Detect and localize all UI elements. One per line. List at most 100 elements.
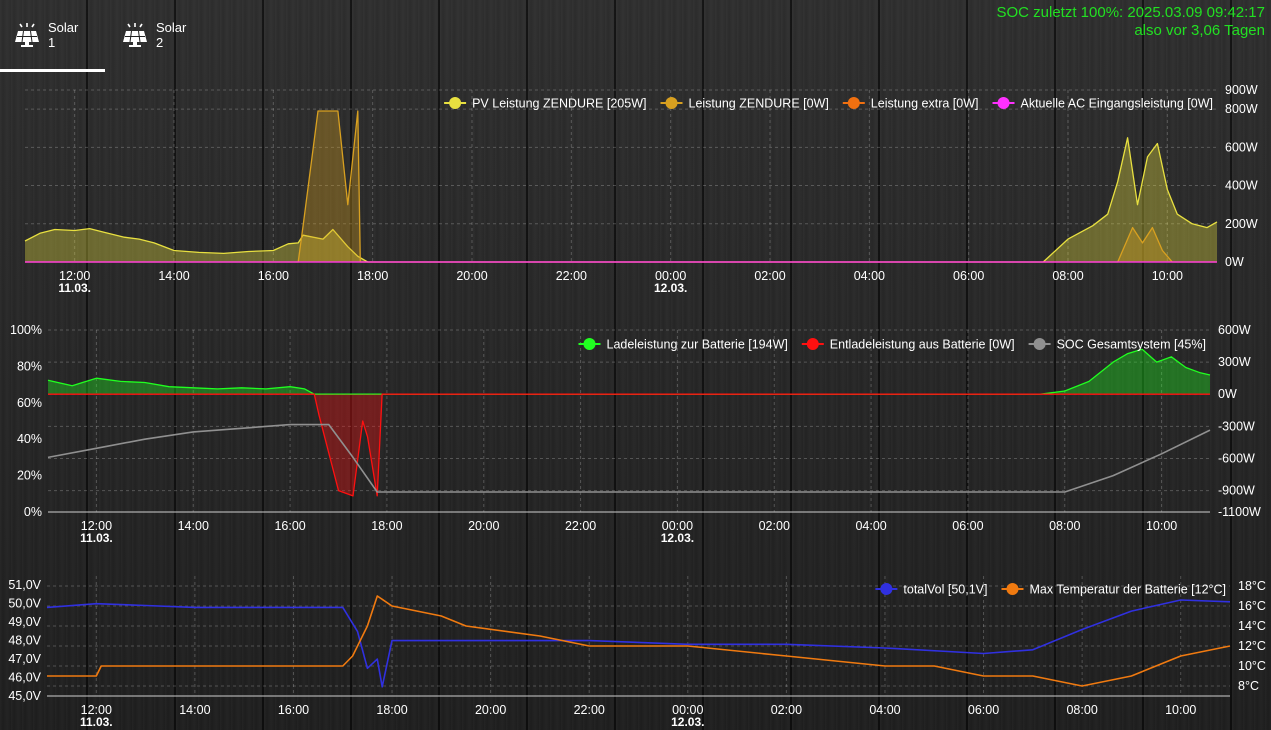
y-right-tick-label: 10°C — [1238, 659, 1266, 673]
y-right-tick-label: 600W — [1225, 140, 1258, 154]
tab-label: Solar 2 — [156, 20, 187, 50]
y-right-tick-label: 8°C — [1238, 679, 1259, 693]
legend-label: totalVol [50,1V] — [903, 583, 987, 597]
y-right-tick-label: 600W — [1218, 323, 1251, 337]
legend-swatch-dot — [449, 97, 462, 109]
legend-swatch-dot — [880, 583, 893, 595]
legend: totalVol [50,1V] Max Temperatur der Batte… — [875, 583, 1226, 597]
y-left-tick-label: 20% — [17, 469, 42, 483]
grid — [48, 329, 1210, 513]
grid — [47, 576, 1230, 696]
tab-solar-2[interactable]: Solar 2 — [122, 18, 186, 52]
legend-swatch-dot — [665, 97, 678, 109]
soc-status-line-2: also vor 3,06 Tagen — [1134, 22, 1265, 39]
legend-label: Entladeleistung aus Batterie [0W] — [830, 338, 1015, 352]
soc-status: SOC zuletzt 100%: 2025.03.09 09:42:17 al… — [996, 4, 1265, 40]
x-tick-label: 04:00 — [854, 269, 885, 283]
x-tick-label: 22:00 — [565, 519, 596, 533]
solar-panel-icon — [122, 23, 148, 47]
y-left-tick-label: 48,0V — [8, 634, 41, 648]
legend-label: Ladeleistung zur Batterie [194W] — [607, 338, 788, 352]
x-tick-label: 06:00 — [968, 703, 999, 717]
y-left-tick-label: 50,0V — [8, 597, 41, 611]
legend-label: Aktuelle AC Eingangsleistung [0W] — [1021, 97, 1213, 111]
active-tab-indicator — [0, 69, 105, 72]
series-line-2 — [47, 423, 1211, 493]
series-line-1 — [48, 393, 1210, 497]
series-area-0 — [25, 137, 1217, 262]
x-tick-date: 11.03. — [58, 281, 91, 295]
y-left-tick-label: 60% — [17, 396, 42, 410]
x-tick-label: 08:00 — [1066, 703, 1097, 717]
x-tick-label: 06:00 — [953, 269, 984, 283]
y-right-tick-label: -600W — [1218, 451, 1255, 465]
legend-item: PV Leistung ZENDURE [205W] — [444, 97, 646, 111]
x-tick-label: 16:00 — [278, 703, 309, 717]
legend: PV Leistung ZENDURE [205W] Leistung ZENDU… — [444, 97, 1213, 111]
grid — [25, 89, 1217, 263]
tab-solar-1[interactable]: Solar 1 — [14, 18, 78, 52]
legend-label: Leistung extra [0W] — [871, 97, 979, 111]
y-right-tick-label: 0W — [1218, 387, 1237, 401]
tab-label: Solar 1 — [48, 20, 79, 50]
y-right-tick-label: -300W — [1218, 419, 1255, 433]
x-tick-date: 12.03. — [661, 531, 694, 545]
y-left-tick-label: 100% — [10, 323, 42, 337]
series-line-0 — [24, 137, 1218, 263]
x-tick-label: 22:00 — [556, 269, 587, 283]
x-tick-label: 00:00 — [662, 519, 693, 533]
series-area-0 — [48, 349, 1210, 395]
x-tick-label: 02:00 — [754, 269, 785, 283]
y-left-tick-label: 51,0V — [8, 578, 41, 592]
y-right-tick-label: 800W — [1225, 102, 1258, 116]
y-left-tick-label: 46,0V — [8, 671, 41, 685]
legend-item: Entladeleistung aus Batterie [0W] — [801, 338, 1015, 352]
y-right-tick-label: 14°C — [1238, 619, 1266, 633]
series-area-1 — [48, 394, 1210, 496]
x-tick-label: 12:00 — [81, 703, 112, 717]
legend-swatch-dot — [1033, 338, 1046, 350]
x-tick-label: 12:00 — [81, 519, 112, 533]
y-left-tick-label: 0% — [24, 505, 42, 519]
legend-item: SOC Gesamtsystem [45%] — [1028, 338, 1206, 352]
y-left-tick-label: 45,0V — [8, 689, 41, 703]
y-right-tick-label: 900W — [1225, 83, 1258, 97]
y-right-tick-label: 18°C — [1238, 579, 1266, 593]
y-right-tick-label: 12°C — [1238, 639, 1266, 653]
legend-label: Leistung ZENDURE [0W] — [689, 97, 829, 111]
legend-label: SOC Gesamtsystem [45%] — [1057, 338, 1206, 352]
x-tick-label: 02:00 — [759, 519, 790, 533]
x-tick-label: 18:00 — [357, 269, 388, 283]
series-area-1 — [25, 111, 1217, 262]
legend-label: Max Temperatur der Batterie [12°C] — [1030, 583, 1227, 597]
x-tick-label: 04:00 — [869, 703, 900, 717]
series-line-0 — [47, 348, 1211, 395]
x-tick-label: 18:00 — [376, 703, 407, 717]
x-tick-label: 12:00 — [59, 269, 90, 283]
y-right-tick-label: 0W — [1225, 255, 1244, 269]
y-right-tick-label: 400W — [1225, 179, 1258, 193]
x-tick-label: 00:00 — [672, 703, 703, 717]
y-left-tick-label: 40% — [17, 432, 42, 446]
y-right-tick-label: 300W — [1218, 355, 1251, 369]
x-tick-label: 16:00 — [258, 269, 289, 283]
y-right-tick-label: 200W — [1225, 217, 1258, 231]
legend-label: PV Leistung ZENDURE [205W] — [472, 97, 646, 111]
series-line-1 — [47, 595, 1231, 687]
x-tick-date: 12.03. — [671, 715, 704, 729]
legend: Ladeleistung zur Batterie [194W] Entladel… — [578, 338, 1206, 352]
x-tick-label: 20:00 — [475, 703, 506, 717]
legend-swatch-dot — [806, 338, 819, 350]
legend-item: Aktuelle AC Eingangsleistung [0W] — [992, 97, 1213, 111]
x-tick-label: 10:00 — [1146, 519, 1177, 533]
x-tick-label: 08:00 — [1052, 269, 1083, 283]
x-tick-label: 10:00 — [1165, 703, 1196, 717]
x-tick-label: 06:00 — [952, 519, 983, 533]
x-tick-label: 08:00 — [1049, 519, 1080, 533]
x-tick-label: 16:00 — [274, 519, 305, 533]
x-tick-label: 04:00 — [855, 519, 886, 533]
legend-item: totalVol [50,1V] — [875, 583, 987, 597]
